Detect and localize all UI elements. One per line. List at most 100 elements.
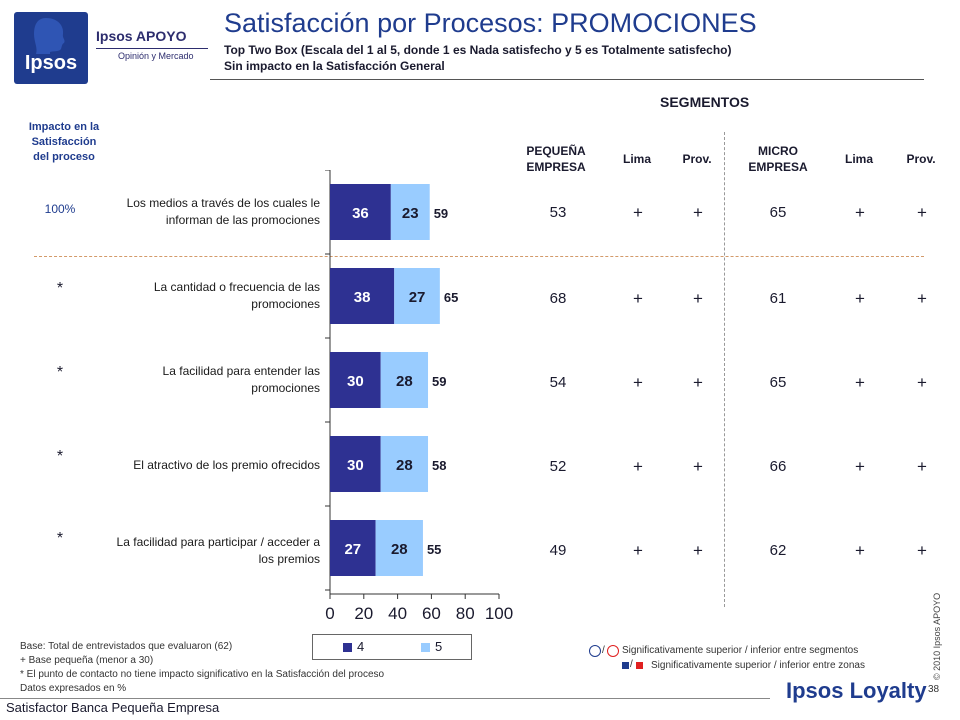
col-header-line: EMPRESA — [526, 160, 586, 174]
bar-data-label: 30 — [347, 373, 364, 390]
impact-divider — [34, 256, 924, 257]
prov-micro-flag: + — [917, 541, 927, 560]
bar-data-label: 28 — [391, 541, 408, 558]
row-label: La cantidad o frecuencia de las promocio… — [92, 279, 320, 313]
prov-pequena-flag: + — [693, 373, 703, 392]
ipsos-logo-mark: Ipsos — [14, 12, 88, 84]
ipsos-apoyo-logo: Ipsos Ipsos APOYO Opinión y Mercado — [14, 12, 210, 84]
prov-pequena-flag: + — [693, 457, 703, 476]
bar-series-4 — [330, 184, 391, 240]
micro-value: 61 — [769, 290, 787, 307]
lima-pequena-flag: + — [633, 203, 643, 222]
bar-series-5 — [380, 352, 429, 408]
bar-series-4 — [330, 268, 395, 324]
legend-label-5: 5 — [435, 639, 443, 654]
row-impact: * — [56, 448, 64, 465]
row-label-line: La cantidad o frecuencia de las — [153, 280, 320, 294]
row-label-line: promociones — [251, 381, 320, 395]
x-tick-label: 100 — [485, 604, 513, 623]
bar-total-label: 59 — [434, 206, 448, 221]
col-header-line: PEQUEÑA — [526, 144, 586, 158]
row-label-line: La facilidad para participar / acceder a — [116, 535, 320, 549]
square-inferior-icon — [636, 662, 643, 669]
bar-total-label: 59 — [432, 374, 446, 389]
circles-separator: / — [602, 645, 605, 656]
pequena-value: 52 — [549, 458, 567, 475]
micro-value: 65 — [769, 374, 787, 391]
footer-divider — [0, 698, 770, 699]
legend-swatch-4 — [343, 643, 352, 652]
lima-pequena-flag: + — [633, 289, 643, 308]
brand-tagline: Opinión y Mercado — [118, 51, 194, 61]
page-title: Satisfacción por Procesos: PROMOCIONES — [224, 8, 757, 38]
note-small-base: + Base pequeña (menor a 30) — [20, 655, 154, 666]
x-tick-label: 80 — [456, 604, 475, 623]
bar-series-4 — [330, 436, 381, 492]
ipsos-logo-text: Ipsos — [24, 52, 78, 74]
bar-data-label: 28 — [396, 457, 413, 474]
legend-swatch-5 — [421, 643, 430, 652]
x-tick-label: 40 — [388, 604, 407, 623]
squares-separator: / — [630, 659, 633, 670]
stacked-bar-chart: 0 20 40 60 80 100 36 23 59 38 27 65 30 28 59 30 28 58 27 28… — [325, 170, 513, 623]
row-label-line: Los medios a través de los cuales le — [126, 196, 320, 210]
bar-data-label: 30 — [347, 457, 364, 474]
impact-header-line: Satisfacción — [31, 136, 97, 148]
chart-legend: 4 5 — [312, 634, 472, 660]
micro-value: 62 — [769, 542, 787, 559]
prov-micro-flag: + — [917, 457, 927, 476]
impact-header-line: del proceso — [33, 151, 95, 163]
lima-pequena-flag: + — [633, 373, 643, 392]
pequena-value: 68 — [549, 290, 567, 307]
col-header-prov-pequena: Prov. — [682, 152, 712, 166]
title-divider — [210, 79, 924, 80]
col-header-pequena-empresa: PEQUEÑA EMPRESA — [502, 143, 610, 175]
note-base: Base: Total de entrevistados que evaluar… — [20, 641, 233, 652]
brand-name: Ipsos APOYO — [96, 28, 187, 44]
segments-title: SEGMENTOS — [660, 94, 750, 110]
bar-series-4 — [330, 520, 376, 576]
col-header-micro-empresa: MICRO EMPRESA — [728, 143, 828, 175]
prov-pequena-flag: + — [693, 289, 703, 308]
prov-pequena-flag: + — [693, 541, 703, 560]
x-tick-label: 60 — [422, 604, 441, 623]
row-label: El atractivo de los premio ofrecidos — [92, 457, 320, 474]
lima-micro-flag: + — [855, 373, 865, 392]
copyright: © 2010 Ipsos APOYO — [932, 570, 946, 680]
lima-pequena-flag: + — [633, 457, 643, 476]
col-header-lima-pequena: Lima — [622, 152, 651, 166]
col-header-lima-micro: Lima — [844, 152, 873, 166]
bar-series-5 — [375, 520, 423, 576]
micro-value: 65 — [769, 204, 787, 221]
legend-label-4: 4 — [357, 639, 365, 654]
row-label-line: El atractivo de los premio ofrecidos — [133, 458, 320, 472]
lima-micro-flag: + — [855, 457, 865, 476]
ipsos-loyalty-logo: Ipsos Loyalty — [786, 678, 927, 703]
page-number: 38 — [928, 684, 940, 695]
col-header-prov-micro: Prov. — [906, 152, 936, 166]
row-label-line: los premios — [258, 552, 320, 566]
row-label-line: promociones — [251, 297, 320, 311]
pequena-value: 53 — [549, 204, 567, 221]
sig-zones-text: Significativamente superior / inferior e… — [651, 660, 865, 671]
row-label-line: La facilidad para entender las — [162, 364, 320, 378]
col-header-line: EMPRESA — [748, 160, 808, 174]
note-percent: Datos expresados en % — [20, 683, 127, 694]
col-header-line: MICRO — [758, 144, 798, 158]
bar-data-label: 36 — [352, 205, 369, 222]
bar-data-label: 27 — [409, 289, 426, 306]
bar-data-label: 38 — [354, 289, 371, 306]
bar-data-label: 23 — [402, 205, 419, 222]
segment-separator — [724, 132, 725, 607]
footer-text: Satisfactor Banca Pequeña Empresa — [6, 700, 220, 715]
prov-micro-flag: + — [917, 289, 927, 308]
brand-underline — [96, 48, 208, 49]
row-impact: * — [56, 364, 64, 381]
sig-segments-text: Significativamente superior / inferior e… — [622, 645, 859, 656]
copyright-text: © 2010 Ipsos APOYO — [932, 592, 942, 680]
impact-column-header: Impacto en la Satisfacción del proceso — [10, 120, 118, 165]
row-impact: * — [56, 530, 64, 547]
pequena-value: 54 — [549, 374, 567, 391]
micro-value: 66 — [769, 458, 787, 475]
bar-total-label: 65 — [444, 290, 458, 305]
